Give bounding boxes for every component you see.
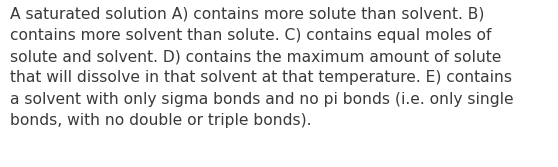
Text: A saturated solution A) contains more solute than solvent. B)
contains more solv: A saturated solution A) contains more so… bbox=[10, 7, 514, 128]
